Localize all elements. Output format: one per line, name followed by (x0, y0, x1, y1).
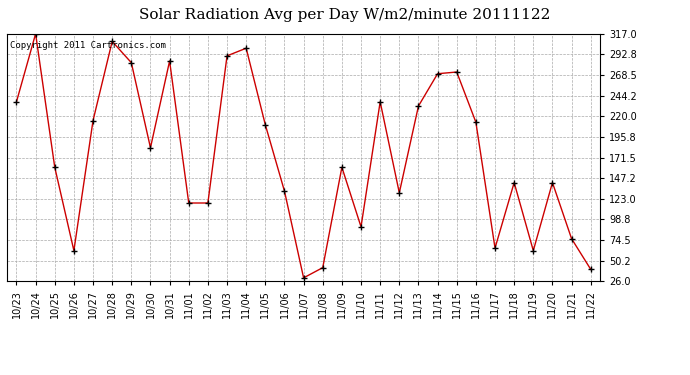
Text: Copyright 2011 Cartronics.com: Copyright 2011 Cartronics.com (10, 41, 166, 50)
Text: Solar Radiation Avg per Day W/m2/minute 20111122: Solar Radiation Avg per Day W/m2/minute … (139, 8, 551, 21)
